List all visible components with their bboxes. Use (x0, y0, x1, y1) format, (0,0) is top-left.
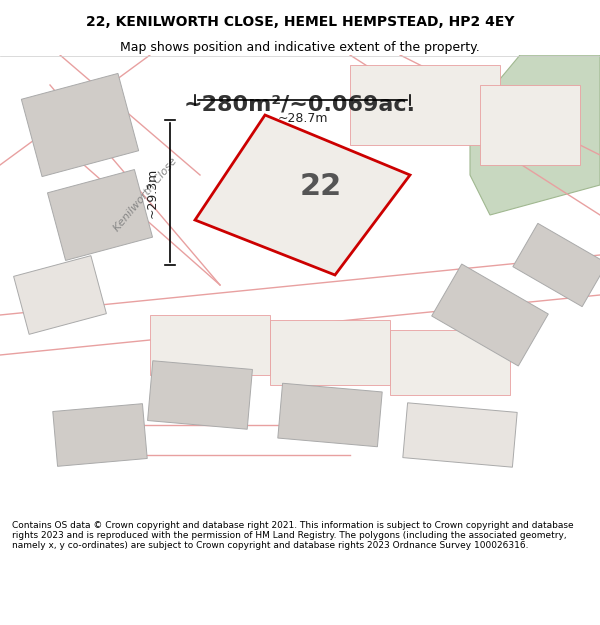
Text: 22, KENILWORTH CLOSE, HEMEL HEMPSTEAD, HP2 4EY: 22, KENILWORTH CLOSE, HEMEL HEMPSTEAD, H… (86, 16, 514, 29)
Text: ~29.3m: ~29.3m (146, 168, 158, 217)
Polygon shape (403, 402, 517, 468)
Text: ~280m²/~0.069ac.: ~280m²/~0.069ac. (184, 95, 416, 115)
Polygon shape (53, 404, 147, 466)
Text: Map shows position and indicative extent of the property.: Map shows position and indicative extent… (120, 41, 480, 54)
Text: 22: 22 (300, 172, 343, 201)
Polygon shape (278, 383, 382, 447)
Polygon shape (47, 169, 152, 261)
Polygon shape (513, 223, 600, 307)
Polygon shape (470, 55, 600, 215)
Polygon shape (14, 256, 106, 334)
Polygon shape (270, 320, 390, 385)
Text: Contains OS data © Crown copyright and database right 2021. This information is : Contains OS data © Crown copyright and d… (12, 521, 574, 550)
Polygon shape (480, 85, 580, 165)
Polygon shape (390, 330, 510, 395)
Polygon shape (22, 73, 139, 177)
Text: Kenilworth Close: Kenilworth Close (112, 156, 179, 234)
Polygon shape (431, 264, 548, 366)
Text: ~28.7m: ~28.7m (277, 112, 328, 125)
Polygon shape (148, 361, 253, 429)
Polygon shape (150, 315, 270, 375)
Polygon shape (195, 115, 410, 275)
Polygon shape (350, 65, 500, 145)
